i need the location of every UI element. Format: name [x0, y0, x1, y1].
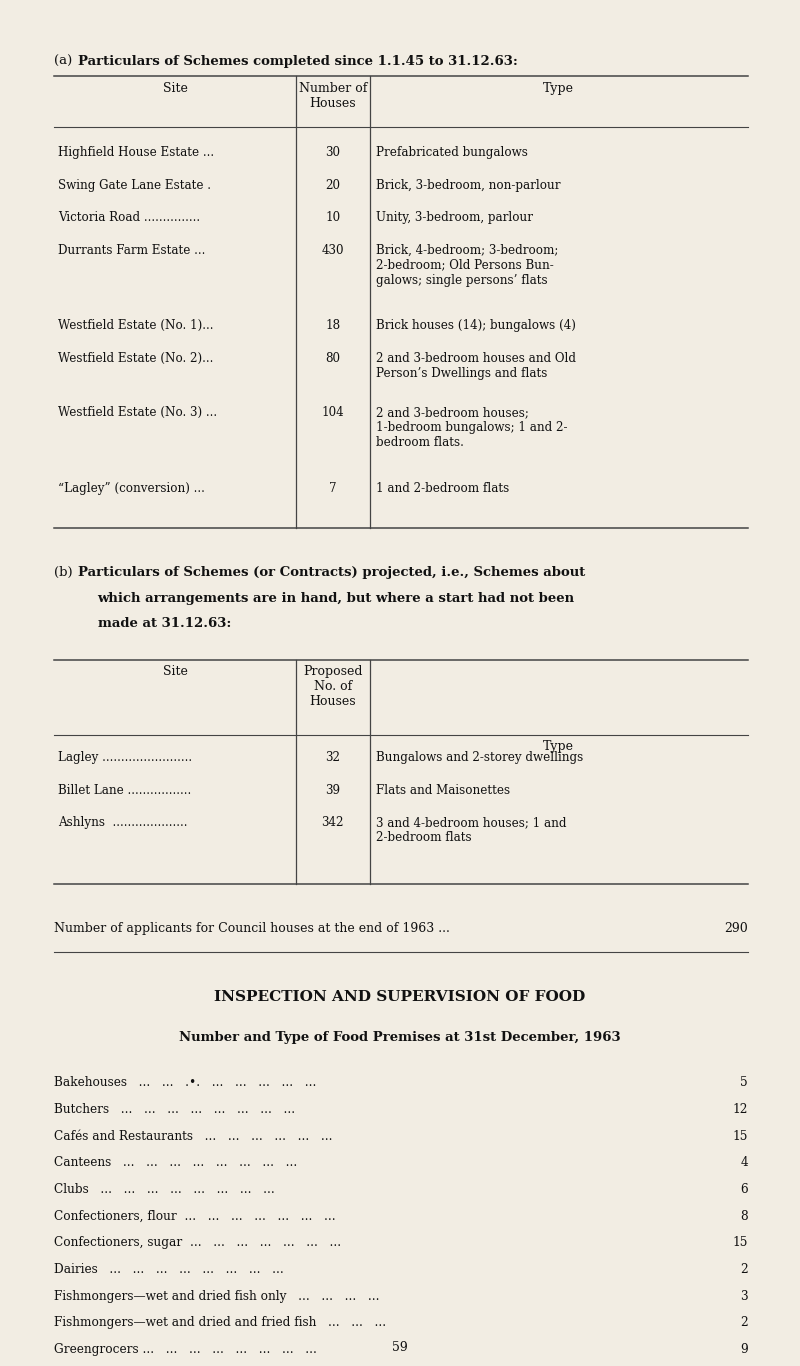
Text: Prefabricated bungalows: Prefabricated bungalows — [376, 146, 528, 160]
Text: Type: Type — [543, 740, 574, 753]
Text: Butchers   ...   ...   ...   ...   ...   ...   ...   ...: Butchers ... ... ... ... ... ... ... ... — [54, 1104, 295, 1116]
Text: 20: 20 — [326, 179, 340, 191]
Text: Highfield House Estate ...: Highfield House Estate ... — [58, 146, 214, 160]
Text: 80: 80 — [326, 352, 340, 365]
Text: Brick houses (14); bungalows (4): Brick houses (14); bungalows (4) — [376, 320, 576, 332]
Text: 2: 2 — [740, 1264, 748, 1276]
Text: Lagley ........................: Lagley ........................ — [58, 751, 193, 764]
Text: 2 and 3-bedroom houses and Old
Person’s Dwellings and flats: 2 and 3-bedroom houses and Old Person’s … — [376, 352, 576, 380]
Text: Dairies   ...   ...   ...   ...   ...   ...   ...   ...: Dairies ... ... ... ... ... ... ... ... — [54, 1264, 284, 1276]
Text: Particulars of Schemes (or Contracts) projected, i.e., Schemes about: Particulars of Schemes (or Contracts) pr… — [78, 566, 586, 579]
Text: 9: 9 — [740, 1343, 748, 1356]
Text: “Lagley” (conversion) ...: “Lagley” (conversion) ... — [58, 482, 206, 494]
Text: (b): (b) — [54, 566, 82, 579]
Text: 5: 5 — [740, 1076, 748, 1090]
Text: 32: 32 — [326, 751, 340, 764]
Text: 3: 3 — [740, 1290, 748, 1303]
Text: 39: 39 — [326, 784, 340, 796]
Text: 290: 290 — [724, 922, 748, 936]
Text: 15: 15 — [733, 1130, 748, 1143]
Text: Victoria Road ...............: Victoria Road ............... — [58, 212, 201, 224]
Text: Number of
Houses: Number of Houses — [298, 82, 367, 109]
Text: Bungalows and 2-storey dwellings: Bungalows and 2-storey dwellings — [376, 751, 583, 764]
Text: Number and Type of Food Premises at 31st December, 1963: Number and Type of Food Premises at 31st… — [179, 1031, 621, 1045]
Text: 10: 10 — [326, 212, 340, 224]
Text: Clubs   ...   ...   ...   ...   ...   ...   ...   ...: Clubs ... ... ... ... ... ... ... ... — [54, 1183, 275, 1197]
Text: Westfield Estate (No. 2)...: Westfield Estate (No. 2)... — [58, 352, 214, 365]
Text: Confectioners, sugar  ...   ...   ...   ...   ...   ...   ...: Confectioners, sugar ... ... ... ... ...… — [54, 1236, 342, 1250]
Text: (a): (a) — [54, 55, 81, 68]
Text: Brick, 4-bedroom; 3-bedroom;
2-bedroom; Old Persons Bun-
galows; single persons’: Brick, 4-bedroom; 3-bedroom; 2-bedroom; … — [376, 243, 558, 287]
Text: 3 and 4-bedroom houses; 1 and
2-bedroom flats: 3 and 4-bedroom houses; 1 and 2-bedroom … — [376, 816, 566, 844]
Text: Bakehouses   ...   ...   .•.   ...   ...   ...   ...   ...: Bakehouses ... ... .•. ... ... ... ... .… — [54, 1076, 317, 1090]
Text: Flats and Maisonettes: Flats and Maisonettes — [376, 784, 510, 796]
Text: 30: 30 — [326, 146, 340, 160]
Text: Brick, 3-bedroom, non-parlour: Brick, 3-bedroom, non-parlour — [376, 179, 561, 191]
Text: made at 31.12.63:: made at 31.12.63: — [98, 617, 231, 631]
Text: 12: 12 — [733, 1104, 748, 1116]
Text: 1 and 2-bedroom flats: 1 and 2-bedroom flats — [376, 482, 510, 494]
Text: Cafés and Restaurants   ...   ...   ...   ...   ...   ...: Cafés and Restaurants ... ... ... ... ..… — [54, 1130, 333, 1143]
Text: Billet Lane .................: Billet Lane ................. — [58, 784, 192, 796]
Text: Confectioners, flour  ...   ...   ...   ...   ...   ...   ...: Confectioners, flour ... ... ... ... ...… — [54, 1210, 336, 1223]
Text: Type: Type — [543, 82, 574, 96]
Text: Swing Gate Lane Estate .: Swing Gate Lane Estate . — [58, 179, 211, 191]
Text: 104: 104 — [322, 406, 344, 419]
Text: INSPECTION AND SUPERVISION OF FOOD: INSPECTION AND SUPERVISION OF FOOD — [214, 990, 586, 1004]
Text: Greengrocers ...   ...   ...   ...   ...   ...   ...   ...: Greengrocers ... ... ... ... ... ... ...… — [54, 1343, 318, 1356]
Text: Proposed
No. of
Houses: Proposed No. of Houses — [303, 665, 362, 708]
Text: 15: 15 — [733, 1236, 748, 1250]
Text: Number of applicants for Council houses at the end of 1963 ...: Number of applicants for Council houses … — [54, 922, 450, 936]
Text: Particulars of Schemes completed since 1.1.45 to 31.12.63:: Particulars of Schemes completed since 1… — [78, 55, 518, 68]
Text: Unity, 3-bedroom, parlour: Unity, 3-bedroom, parlour — [376, 212, 533, 224]
Text: Durrants Farm Estate ...: Durrants Farm Estate ... — [58, 243, 206, 257]
Text: Westfield Estate (No. 1)...: Westfield Estate (No. 1)... — [58, 320, 214, 332]
Text: 7: 7 — [329, 482, 337, 494]
Text: 430: 430 — [322, 243, 344, 257]
Text: Ashlyns  ....................: Ashlyns .................... — [58, 816, 188, 829]
Text: Canteens   ...   ...   ...   ...   ...   ...   ...   ...: Canteens ... ... ... ... ... ... ... ... — [54, 1157, 298, 1169]
Text: 6: 6 — [740, 1183, 748, 1197]
Text: 2 and 3-bedroom houses;
1-bedroom bungalows; 1 and 2-
bedroom flats.: 2 and 3-bedroom houses; 1-bedroom bungal… — [376, 406, 567, 449]
Text: 8: 8 — [740, 1210, 748, 1223]
Text: which arrangements are in hand, but where a start had not been: which arrangements are in hand, but wher… — [98, 591, 574, 605]
Text: Fishmongers—wet and dried and fried fish   ...   ...   ...: Fishmongers—wet and dried and fried fish… — [54, 1317, 386, 1329]
Text: Fishmongers—wet and dried fish only   ...   ...   ...   ...: Fishmongers—wet and dried fish only ... … — [54, 1290, 380, 1303]
Text: 59: 59 — [392, 1341, 408, 1355]
Text: 342: 342 — [322, 816, 344, 829]
Text: Site: Site — [162, 665, 188, 678]
Text: 4: 4 — [740, 1157, 748, 1169]
Text: Site: Site — [162, 82, 188, 96]
Text: 18: 18 — [326, 320, 340, 332]
Text: 2: 2 — [740, 1317, 748, 1329]
Text: Westfield Estate (No. 3) ...: Westfield Estate (No. 3) ... — [58, 406, 218, 419]
